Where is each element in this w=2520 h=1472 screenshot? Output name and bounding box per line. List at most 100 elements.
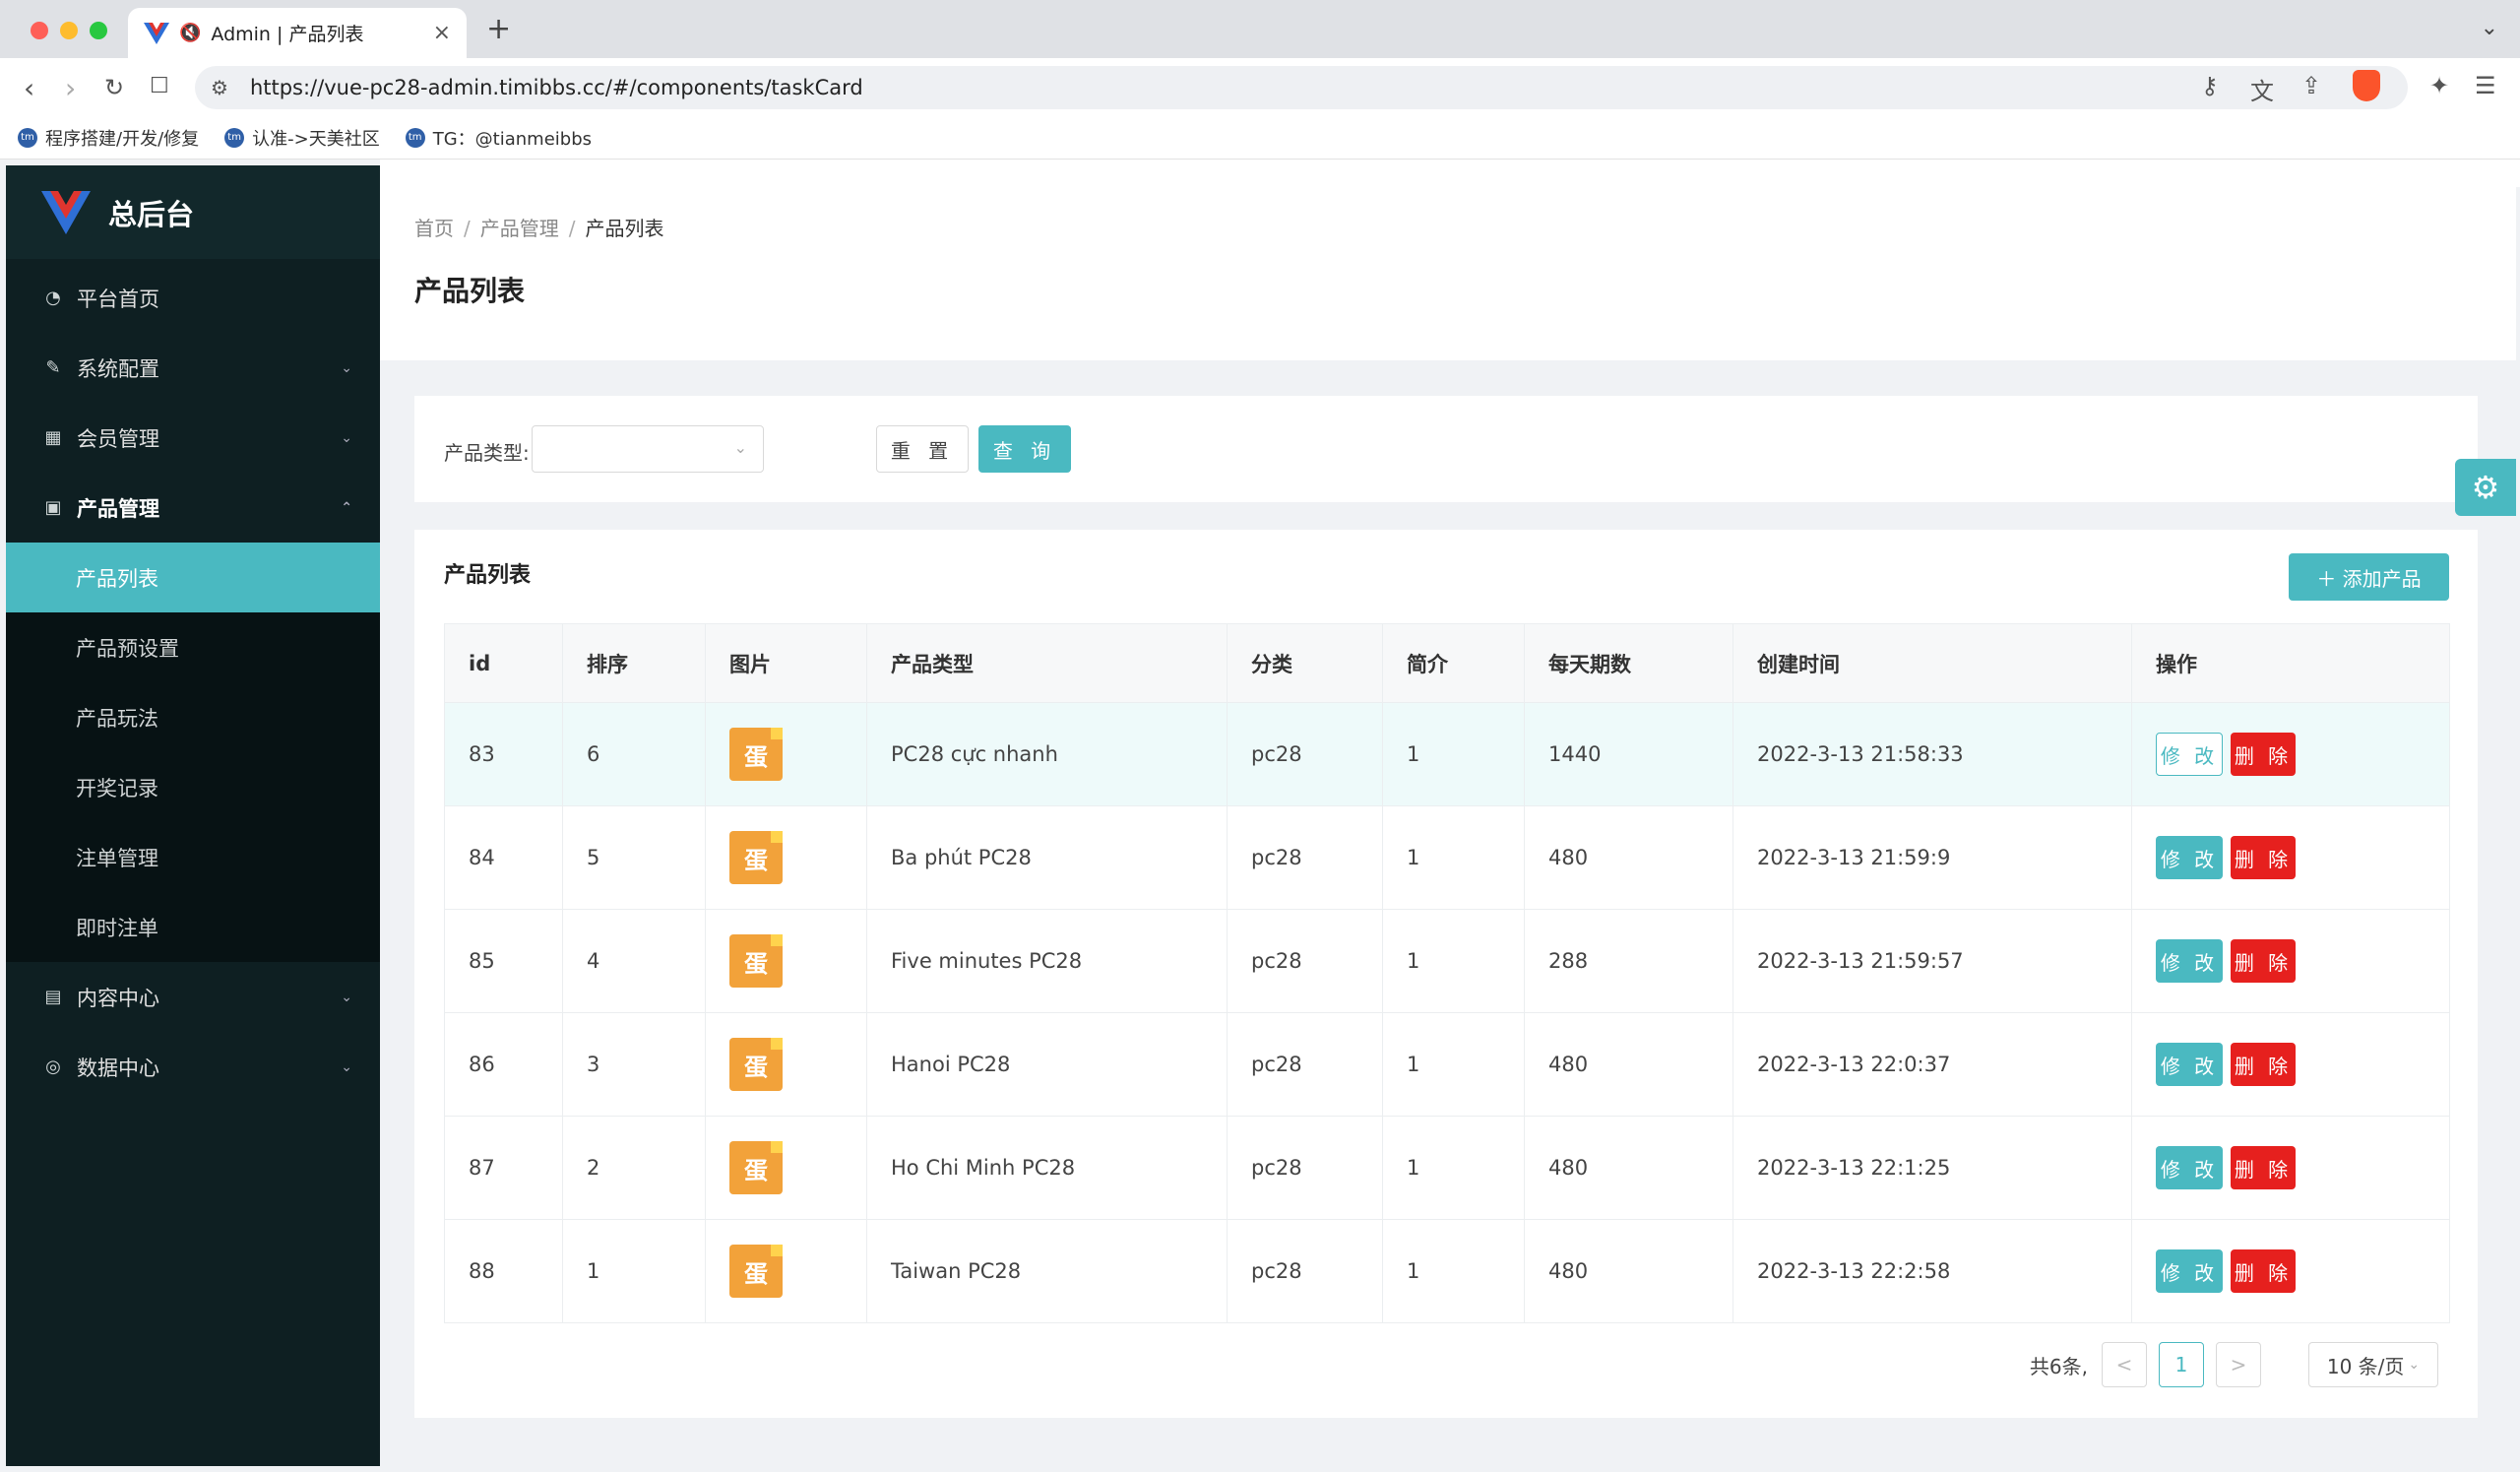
sidebar-item-data-center[interactable]: ◎ 数据中心 ⌄ — [6, 1032, 380, 1102]
edit-button[interactable]: 修 改 — [2156, 1146, 2223, 1189]
cell-image: 蛋 — [705, 909, 867, 1013]
cell-category: pc28 — [1227, 1116, 1383, 1220]
cell-daily-periods: 480 — [1524, 1116, 1733, 1220]
cell-sort: 6 — [562, 702, 706, 806]
sidebar-subitem-label: 产品预设置 — [76, 636, 179, 661]
reload-icon[interactable]: ↻ — [104, 74, 125, 101]
site-settings-icon[interactable]: ⚙ — [211, 76, 228, 99]
delete-button[interactable]: 删 除 — [2231, 836, 2296, 879]
translate-icon[interactable]: 文 — [2250, 78, 2274, 105]
table-row[interactable]: 85 4 蛋 Five minutes PC28 pc28 1 288 2022… — [444, 909, 2450, 1013]
settings-gear-button[interactable]: ⚙ — [2455, 459, 2516, 516]
bookmark-item[interactable]: tm TG：@tianmeibbs — [405, 125, 592, 151]
share-icon[interactable]: ⇪ — [2301, 72, 2322, 99]
cell-created-time: 2022-3-13 21:58:33 — [1732, 702, 2132, 806]
maximize-window-button[interactable] — [90, 22, 107, 39]
cell-sort: 1 — [562, 1219, 706, 1323]
search-panel: 产品类型: ⌄ 重 置 查 询 — [414, 396, 2478, 502]
cell-actions: 修 改删 除 — [2131, 1219, 2450, 1323]
delete-button[interactable]: 删 除 — [2231, 1249, 2296, 1293]
edit-button[interactable]: 修 改 — [2156, 836, 2223, 879]
cell-created-time: 2022-3-13 21:59:57 — [1732, 909, 2132, 1013]
edit-button[interactable]: 修 改 — [2156, 1043, 2223, 1086]
browser-tab[interactable]: 🔇 Admin | 产品列表 × — [128, 8, 467, 58]
tab-list-chevron-icon[interactable]: ⌄ — [2480, 16, 2498, 40]
breadcrumb-separator: / — [464, 217, 471, 240]
sidebar-subitem-product-play[interactable]: 产品玩法 — [6, 682, 380, 752]
cell-sort: 5 — [562, 805, 706, 910]
page-button-current[interactable]: 1 — [2159, 1342, 2204, 1387]
cell-daily-periods: 1440 — [1524, 702, 1733, 806]
edit-button[interactable]: 修 改 — [2156, 1249, 2223, 1293]
cell-category: pc28 — [1227, 1219, 1383, 1323]
back-icon[interactable]: ‹ — [24, 72, 35, 104]
prev-page-button[interactable]: < — [2102, 1342, 2147, 1387]
key-icon[interactable]: ⚷ — [2201, 72, 2219, 99]
sidebar-subitem-product-list[interactable]: 产品列表 — [6, 543, 380, 612]
cell-created-time: 2022-3-13 21:59:9 — [1732, 805, 2132, 910]
product-type-select[interactable]: ⌄ — [532, 425, 764, 473]
muted-speaker-icon[interactable]: 🔇 — [179, 23, 202, 43]
bookmark-item[interactable]: tm 程序搭建/开发/修复 — [18, 125, 199, 151]
table-header-row: id 排序 图片 产品类型 分类 简介 每天期数 创建时间 操作 — [444, 623, 2450, 703]
breadcrumb-home[interactable]: 首页 — [414, 217, 454, 240]
next-page-button[interactable]: > — [2216, 1342, 2261, 1387]
document-icon: ▤ — [44, 987, 62, 1007]
delete-button[interactable]: 删 除 — [2231, 939, 2296, 983]
sidebar-item-products[interactable]: ▣ 产品管理 ⌃ — [6, 473, 380, 543]
edit-button[interactable]: 修 改 — [2156, 733, 2223, 776]
sidebar-subitem-product-preset[interactable]: 产品预设置 — [6, 612, 380, 682]
table-row[interactable]: 88 1 蛋 Taiwan PC28 pc28 1 480 2022-3-13 … — [444, 1219, 2450, 1323]
table-row[interactable]: 87 2 蛋 Ho Chi Minh PC28 pc28 1 480 2022-… — [444, 1116, 2450, 1220]
table-row[interactable]: 84 5 蛋 Ba phút PC28 pc28 1 480 2022-3-13… — [444, 805, 2450, 910]
cell-daily-periods: 288 — [1524, 909, 1733, 1013]
cell-category: pc28 — [1227, 805, 1383, 910]
sidebar-logo[interactable]: 总后台 — [6, 165, 380, 259]
cell-type: PC28 cực nhanh — [866, 702, 1228, 806]
sidebar-item-content-center[interactable]: ▤ 内容中心 ⌄ — [6, 962, 380, 1032]
table-row[interactable]: 83 6 蛋 PC28 cực nhanh pc28 1 1440 2022-3… — [444, 702, 2450, 806]
ai-sparkle-icon[interactable]: ✦ — [2429, 72, 2450, 99]
cell-image: 蛋 — [705, 1012, 867, 1117]
page-size-select[interactable]: 10 条/页 ⌄ — [2308, 1342, 2438, 1387]
sidebar-subitem-bet-management[interactable]: 注单管理 — [6, 822, 380, 892]
minimize-window-button[interactable] — [60, 22, 78, 39]
product-thumbnail: 蛋 — [729, 831, 783, 884]
sidebar-subitem-draw-records[interactable]: 开奖记录 — [6, 752, 380, 822]
bookmark-icon[interactable]: ☐ — [150, 74, 169, 98]
forward-icon[interactable]: › — [65, 72, 77, 104]
sidebar-subitem-label: 即时注单 — [76, 916, 158, 940]
delete-button[interactable]: 删 除 — [2231, 1146, 2296, 1189]
chevron-down-icon: ⌄ — [341, 359, 352, 376]
sidebar-item-members[interactable]: ▦ 会员管理 ⌄ — [6, 403, 380, 473]
menu-icon[interactable]: ☰ — [2475, 72, 2496, 99]
table-row[interactable]: 86 3 蛋 Hanoi PC28 pc28 1 480 2022-3-13 2… — [444, 1012, 2450, 1117]
breadcrumb-product-management[interactable]: 产品管理 — [479, 217, 559, 240]
chevron-up-icon: ⌃ — [341, 499, 352, 516]
sidebar-subitem-live-bets[interactable]: 即时注单 — [6, 892, 380, 962]
reset-button[interactable]: 重 置 — [876, 425, 969, 473]
brave-shield-icon[interactable] — [2353, 70, 2380, 101]
sidebar: 总后台 ◔ 平台首页 ✎ 系统配置 ⌄ ▦ 会员管理 ⌄ ▣ 产品管理 ⌃ 产品… — [6, 165, 380, 1466]
query-button[interactable]: 查 询 — [978, 425, 1071, 473]
breadcrumb-separator: / — [568, 217, 576, 240]
add-product-button[interactable]: ＋ 添加产品 — [2289, 553, 2449, 601]
cell-category: pc28 — [1227, 702, 1383, 806]
delete-button[interactable]: 删 除 — [2231, 1043, 2296, 1086]
page-tabs-strip — [380, 160, 2520, 187]
sidebar-item-label: 数据中心 — [77, 1056, 159, 1080]
cell-intro: 1 — [1382, 909, 1525, 1013]
delete-button[interactable]: 删 除 — [2231, 733, 2296, 776]
close-window-button[interactable] — [31, 22, 48, 39]
new-tab-icon[interactable]: + — [486, 12, 512, 46]
close-tab-icon[interactable]: × — [432, 21, 451, 45]
breadcrumb-current: 产品列表 — [585, 217, 664, 240]
edit-button[interactable]: 修 改 — [2156, 939, 2223, 983]
sidebar-item-dashboard[interactable]: ◔ 平台首页 — [6, 263, 380, 333]
url-text[interactable]: https://vue-pc28-admin.timibbs.cc/#/comp… — [249, 76, 863, 99]
bookmark-item[interactable]: tm 认准->天美社区 — [224, 125, 380, 151]
breadcrumb: 首页 / 产品管理 / 产品列表 — [414, 213, 664, 241]
address-bar[interactable]: ⚙ https://vue-pc28-admin.timibbs.cc/#/co… — [195, 66, 2408, 109]
sidebar-item-system-config[interactable]: ✎ 系统配置 ⌄ — [6, 333, 380, 403]
cell-daily-periods: 480 — [1524, 805, 1733, 910]
